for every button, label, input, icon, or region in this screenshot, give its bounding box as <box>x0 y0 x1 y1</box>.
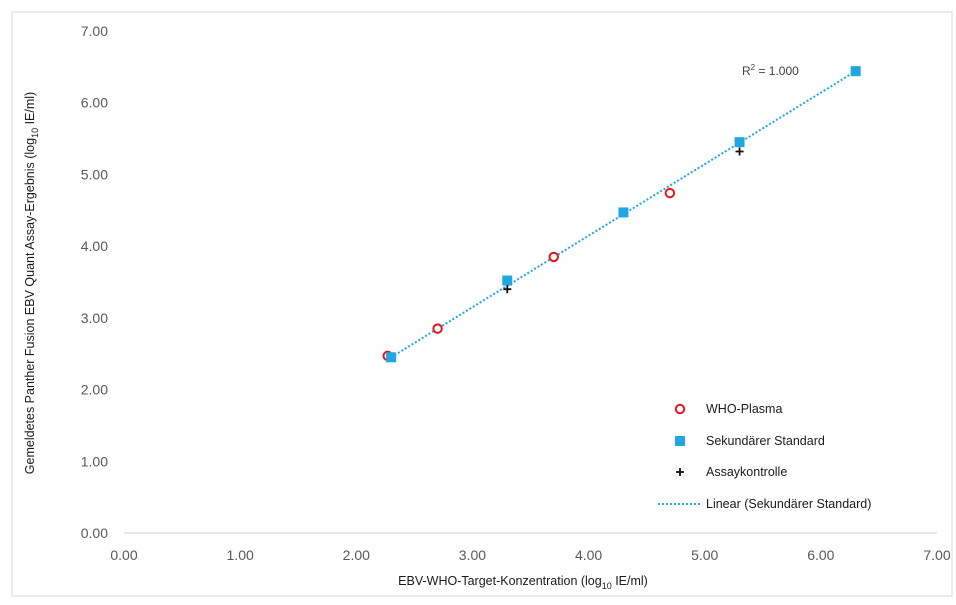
y-tick-label: 6.00 <box>81 95 108 111</box>
legend-item-assaykontrolle: Assaykontrolle <box>676 465 787 479</box>
y-axis-title-main: Gemeldetes Panther Fusion EBV Quant Assa… <box>23 138 37 474</box>
legend-label-assaykontrolle: Assaykontrolle <box>706 465 787 479</box>
r-squared-superscript: 2 <box>751 63 756 72</box>
data-points <box>382 66 861 363</box>
r-squared-annotation: R2 = 1.000 <box>742 63 799 78</box>
x-axis-title-main: EBV-WHO-Target-Konzentration (log <box>398 574 602 588</box>
y-tick-label: 5.00 <box>81 166 108 182</box>
r-squared-prefix: R <box>742 64 751 78</box>
legend-item-who-plasma: WHO-Plasma <box>674 402 782 416</box>
legend-item-linear-trendline: Linear (Sekundärer Standard) <box>658 497 871 511</box>
x-tick-label: 3.00 <box>459 547 486 563</box>
data-point-who-plasma <box>664 187 676 199</box>
x-tick-label: 1.00 <box>227 547 254 563</box>
y-tick-label: 2.00 <box>81 382 108 398</box>
y-tick-label: 3.00 <box>81 310 108 326</box>
y-tick-label: 4.00 <box>81 238 108 254</box>
data-point-sekundaerer-standard <box>618 207 629 218</box>
data-point-assaykontrolle <box>735 147 744 156</box>
y-tick-label: 1.00 <box>81 453 108 469</box>
data-point-sekundaerer-standard <box>502 275 513 286</box>
legend-marker-plus <box>676 468 684 476</box>
r-squared-value: = 1.000 <box>755 64 799 78</box>
x-tick-label: 5.00 <box>691 547 718 563</box>
y-tick-label: 0.00 <box>81 525 108 541</box>
legend-marker-circle <box>674 403 686 415</box>
y-axis-title-tail: IE/ml) <box>23 92 37 128</box>
x-tick-label: 4.00 <box>575 547 602 563</box>
y-axis-title-subscript: 10 <box>30 128 40 138</box>
legend: WHO-Plasma Sekundärer Standard Assaykont… <box>658 402 871 511</box>
data-point-sekundaerer-standard <box>850 66 861 77</box>
x-tick-label: 0.00 <box>110 547 137 563</box>
x-tick-label: 7.00 <box>923 547 950 563</box>
data-point-sekundaerer-standard <box>734 137 745 148</box>
x-tick-label: 6.00 <box>807 547 834 563</box>
legend-label-who-plasma: WHO-Plasma <box>706 402 782 416</box>
y-tick-labels: 0.00 1.00 2.00 3.00 4.00 5.00 6.00 7.00 <box>81 23 108 541</box>
chart-area-border <box>11 11 953 597</box>
x-axis-title: EBV-WHO-Target-Konzentration (log10 IE/m… <box>398 574 648 591</box>
y-tick-label: 7.00 <box>81 23 108 39</box>
legend-marker-square <box>675 436 685 446</box>
data-point-sekundaerer-standard <box>386 352 397 363</box>
data-point-who-plasma <box>432 323 443 334</box>
x-axis-title-subscript: 10 <box>602 581 612 591</box>
x-axis-title-tail: IE/ml) <box>612 574 648 588</box>
x-tick-labels: 0.00 1.00 2.00 3.00 4.00 5.00 6.00 7.00 <box>110 547 950 563</box>
legend-label-linear-trendline: Linear (Sekundärer Standard) <box>706 497 871 511</box>
x-tick-label: 2.00 <box>343 547 370 563</box>
data-point-who-plasma <box>548 251 559 263</box>
legend-item-sekundaerer-standard: Sekundärer Standard <box>675 434 825 448</box>
legend-label-sekundaerer-standard: Sekundärer Standard <box>706 434 825 448</box>
y-axis-title: Gemeldetes Panther Fusion EBV Quant Assa… <box>23 92 40 474</box>
data-point-assaykontrolle <box>503 285 512 294</box>
